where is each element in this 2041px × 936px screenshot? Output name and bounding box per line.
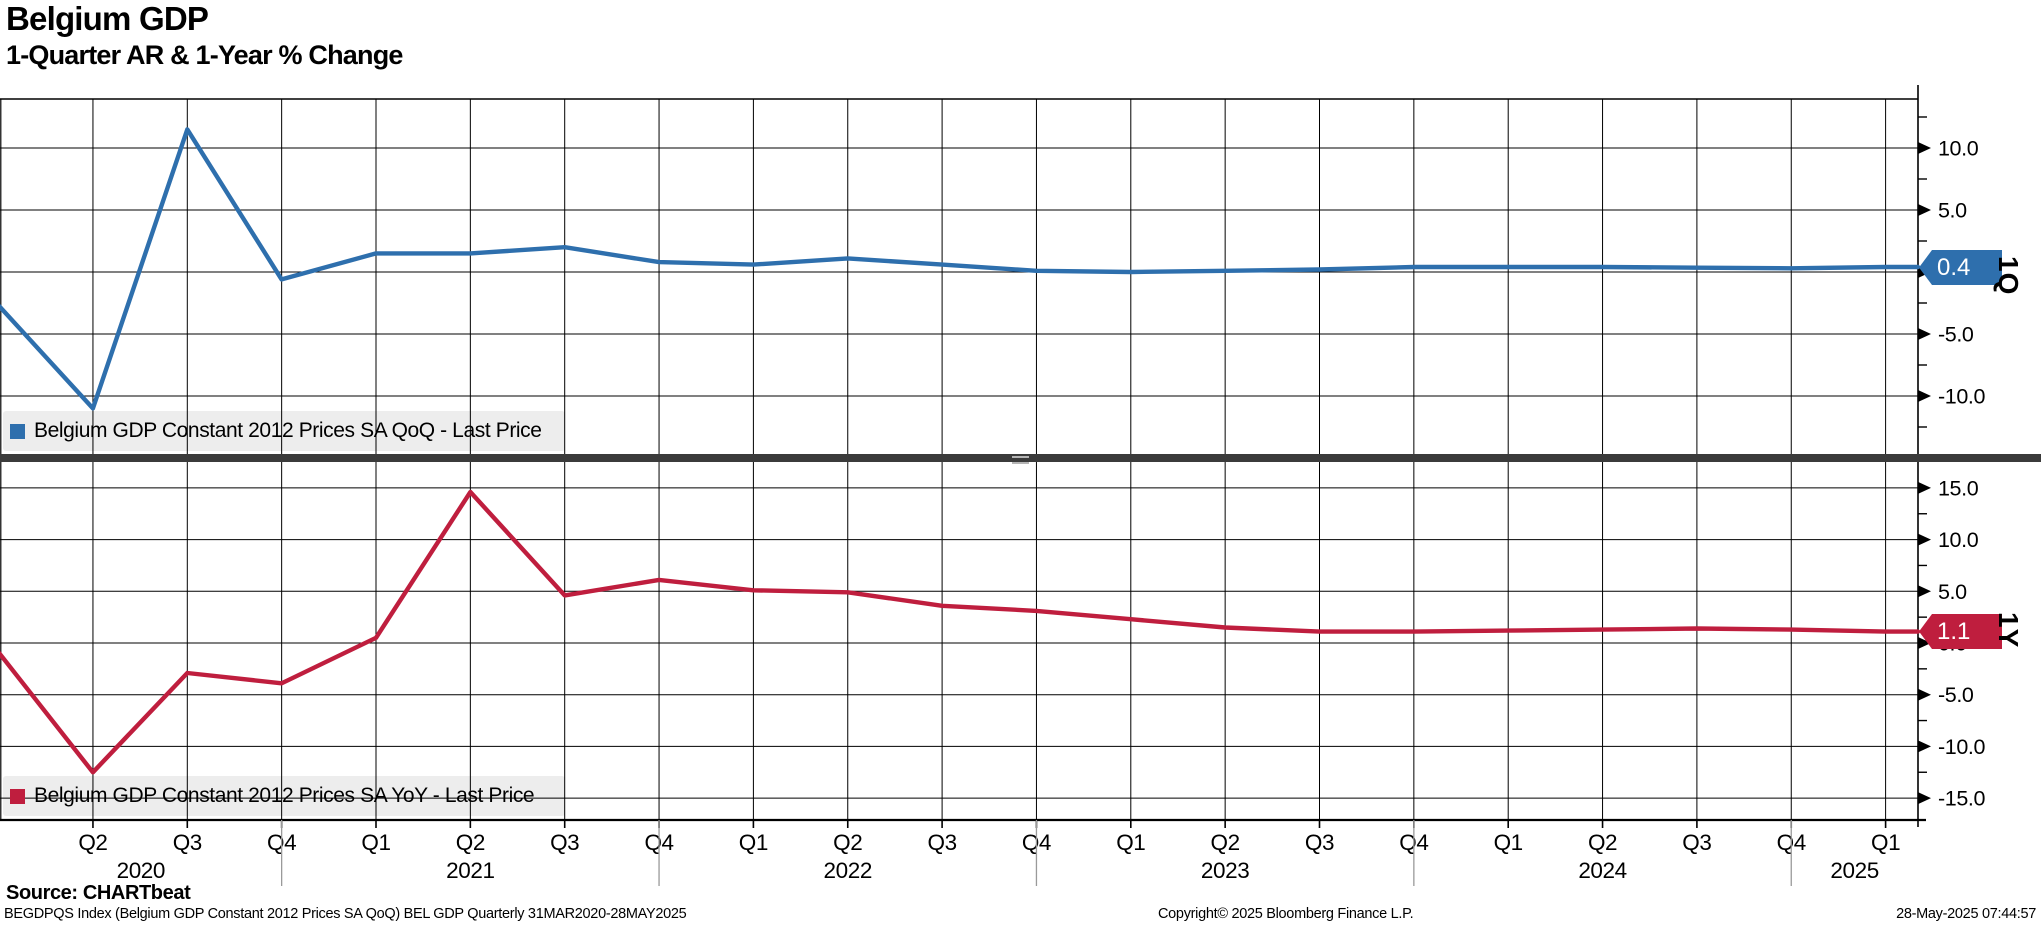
series-line-yoy [0, 489, 1921, 775]
y-tick-arrow-icon [1918, 204, 1931, 216]
x-quarter-label: Q1 [739, 830, 768, 855]
x-quarter-label: Q1 [361, 830, 390, 855]
source-label: Source: CHARTbeat [6, 882, 191, 904]
y-tick-label: -15.0 [1938, 787, 1985, 811]
y-tick-label: 5.0 [1938, 580, 1967, 604]
y-tick-arrow-icon [1918, 533, 1931, 546]
legend-qoq: Belgium GDP Constant 2012 Prices SA QoQ … [10, 411, 542, 451]
y-tick-arrow-icon [1918, 637, 1931, 649]
page-title: Belgium GDP [6, 0, 209, 37]
x-quarter-label: Q3 [173, 830, 202, 855]
y-tick-arrow-icon [1918, 740, 1931, 753]
x-year-label: 2024 [1578, 858, 1626, 883]
panel-divider-grip-icon[interactable] [1012, 456, 1029, 464]
x-year-label: 2020 [117, 858, 165, 883]
legend-background-yoy [3, 776, 565, 816]
copyright-notice: Copyright© 2025 Bloomberg Finance L.P. [1158, 906, 1414, 922]
x-quarter-label: Q3 [1305, 830, 1334, 855]
x-quarter-label: Q2 [1211, 830, 1240, 855]
legend-background-qoq [3, 411, 565, 451]
y-tick-label: -5.0 [1938, 683, 1974, 707]
y-tick-arrow-icon [1918, 328, 1931, 340]
y-tick-arrow-icon [1918, 481, 1931, 494]
x-quarter-label: Q1 [1494, 830, 1523, 855]
axis-side-label-1q: 1Q [1993, 256, 2024, 296]
y-tick-label: 5.0 [1938, 199, 1967, 223]
y-tick-arrow-icon [1918, 390, 1931, 402]
page-subtitle: 1-Quarter AR & 1-Year % Change [6, 40, 403, 70]
x-quarter-label: Q2 [833, 830, 862, 855]
x-quarter-label: Q3 [550, 830, 579, 855]
x-year-label: 2022 [824, 858, 872, 883]
series-line-qoq [0, 127, 1921, 411]
legend-yoy-label: Belgium GDP Constant 2012 Prices SA YoY … [34, 784, 535, 807]
panel-divider[interactable] [0, 454, 2041, 462]
y-tick-label: -10.0 [1938, 385, 1985, 409]
x-quarter-label: Q2 [1588, 830, 1617, 855]
x-year-label: 2021 [446, 858, 494, 883]
y-tick-arrow-icon [1918, 142, 1931, 154]
x-quarter-label: Q1 [1116, 830, 1145, 855]
x-quarter-label: Q1 [1871, 830, 1900, 855]
last-price-badge-yoy: 1.1 [1919, 614, 2002, 649]
yoy-series-swatch-icon [10, 788, 25, 804]
y-tick-label: -5.0 [1938, 323, 1974, 347]
y-tick-label: 10.0 [1938, 528, 1979, 552]
y-tick-label: -10.0 [1938, 735, 1985, 759]
y-tick-label: 15.0 [1938, 476, 1979, 500]
axis-side-label-1y: 1Y [1993, 612, 2024, 649]
qoq-series-swatch-icon [10, 423, 25, 439]
x-quarter-label: Q3 [927, 830, 956, 855]
timestamp: 28-May-2025 07:44:57 [1896, 906, 2036, 922]
x-quarter-label: Q3 [1682, 830, 1711, 855]
y-tick-arrow-icon [1918, 585, 1931, 598]
y-tick-label: 10.0 [1938, 137, 1979, 161]
legend-qoq-label: Belgium GDP Constant 2012 Prices SA QoQ … [34, 419, 542, 442]
x-year-label: 2025 [1830, 858, 1878, 883]
x-year-label: 2023 [1201, 858, 1249, 883]
legend-yoy: Belgium GDP Constant 2012 Prices SA YoY … [10, 776, 535, 816]
y-tick-arrow-icon [1918, 792, 1931, 805]
x-quarter-label: Q2 [78, 830, 107, 855]
y-tick-arrow-icon [1918, 688, 1931, 701]
x-quarter-label: Q2 [456, 830, 485, 855]
last-price-badge-qoq: 0.4 [1919, 250, 2002, 285]
ticker-description: BEGDPQS Index (Belgium GDP Constant 2012… [4, 906, 687, 922]
